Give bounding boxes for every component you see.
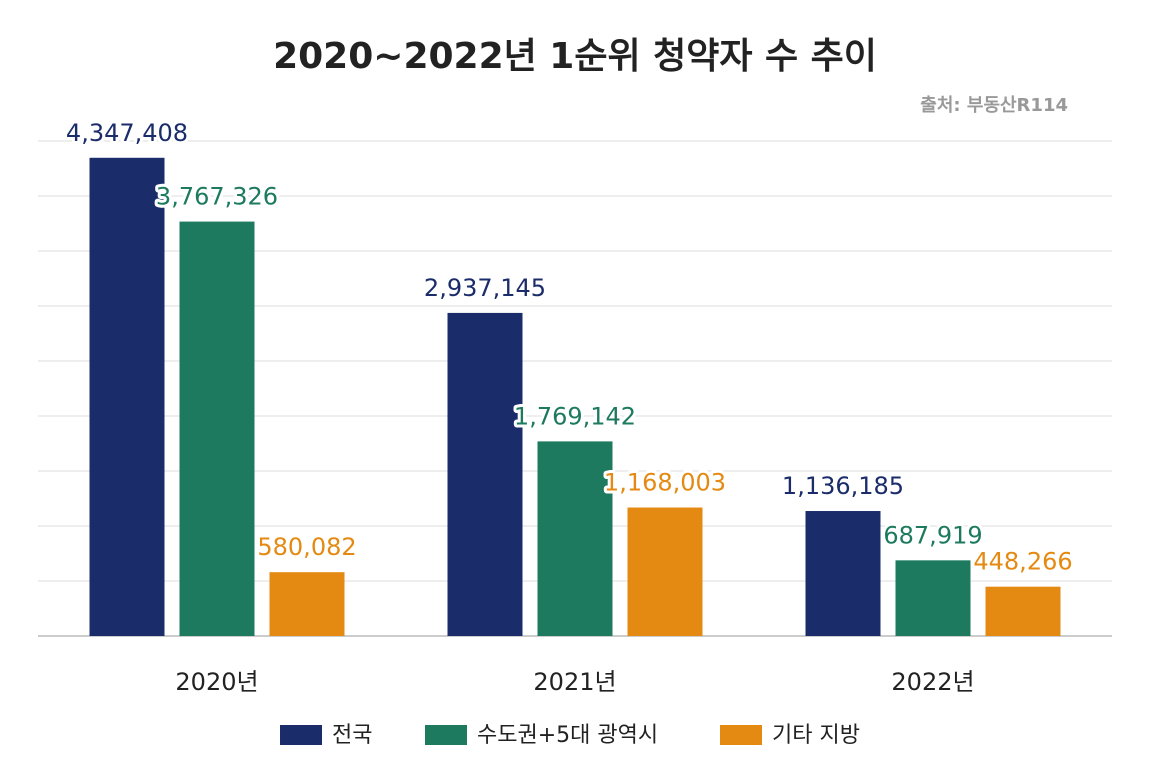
- bar: [89, 157, 165, 636]
- legend-swatch: [280, 725, 322, 745]
- bar: [895, 560, 971, 636]
- legend-swatch: [425, 725, 467, 745]
- value-label: 1,769,142: [514, 402, 636, 430]
- legend-swatch: [720, 725, 762, 745]
- source: 출처: 부동산R114: [920, 95, 1068, 116]
- chart-title: 2020~2022년 1순위 청약자 수 추이: [273, 36, 877, 77]
- x-tick-label: 2021년: [533, 668, 616, 696]
- value-label: 3,767,326: [156, 183, 278, 211]
- value-label: 4,347,408: [66, 119, 188, 147]
- bar: [627, 507, 703, 636]
- value-label: 1,168,003: [604, 469, 726, 497]
- bar: [985, 586, 1061, 636]
- legend-label: 수도권+5대 광역시: [477, 723, 658, 748]
- bar: [179, 221, 255, 636]
- value-label: 580,082: [257, 533, 356, 561]
- x-tick-label: 2022년: [891, 668, 974, 696]
- bar: [805, 511, 881, 636]
- value-label: 448,266: [973, 548, 1072, 576]
- value-label: 2,937,145: [424, 274, 546, 302]
- bar: [537, 441, 613, 636]
- value-label: 687,919: [883, 521, 982, 549]
- x-tick-label: 2020년: [175, 668, 258, 696]
- legend-label: 전국: [332, 723, 372, 748]
- bar: [269, 572, 345, 636]
- legend-label: 기타 지방: [772, 723, 860, 748]
- bar: [447, 312, 523, 636]
- value-label: 1,136,185: [782, 472, 904, 500]
